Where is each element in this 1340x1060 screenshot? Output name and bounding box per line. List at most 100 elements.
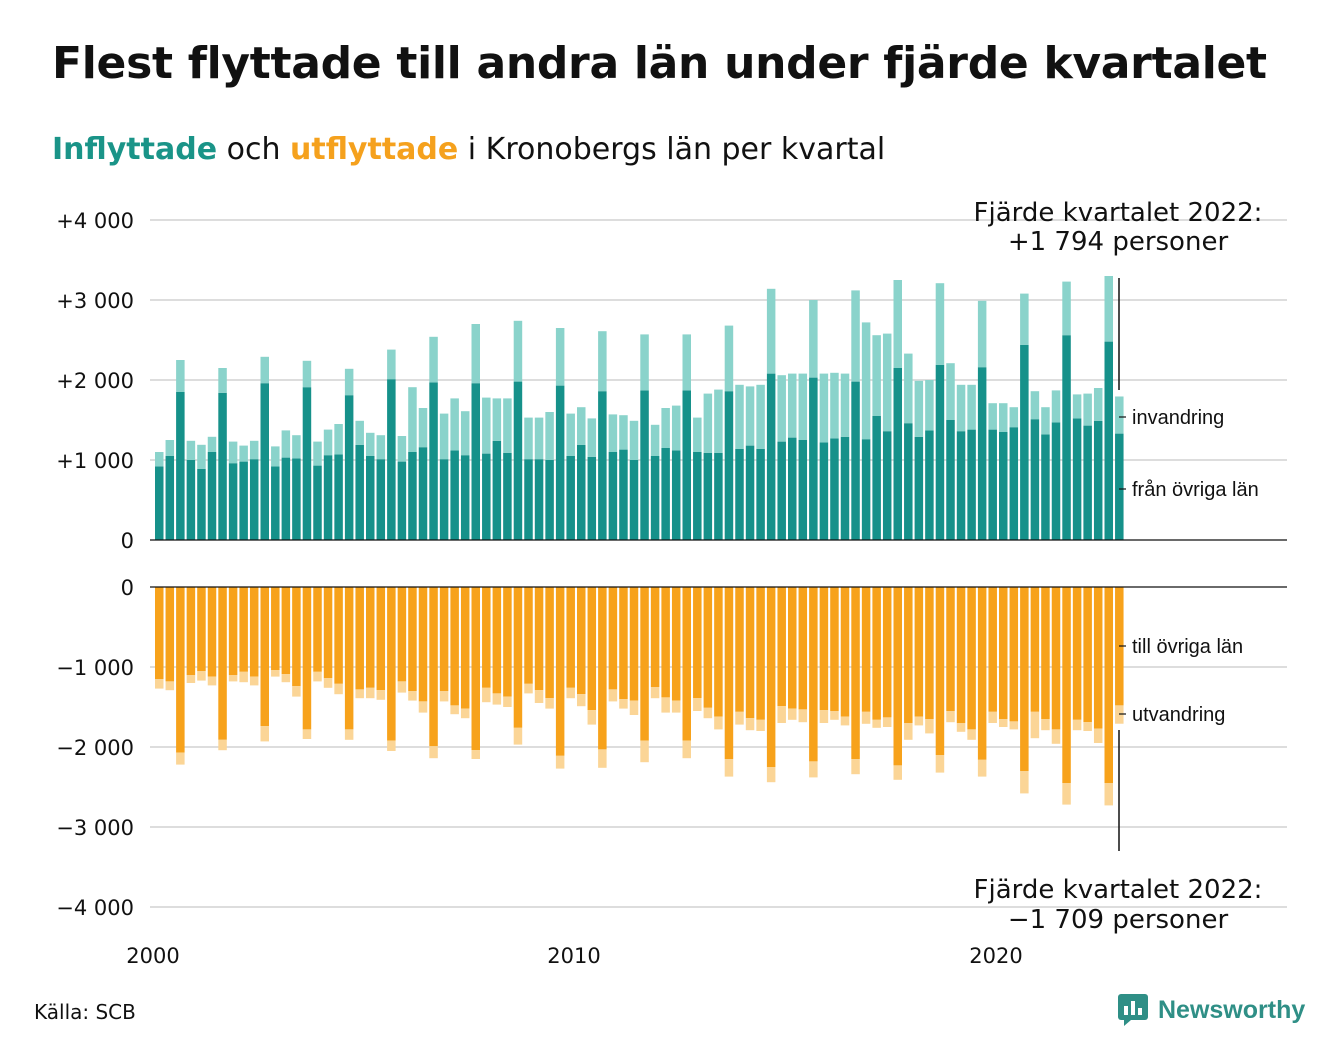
bar-in-immigration [650,424,660,456]
bar-in-domestic [946,420,955,540]
bar-out-domestic [397,587,407,682]
bar-in-domestic [714,452,723,540]
bar-in-domestic [745,445,755,540]
subtitle-rest: i Kronobergs län per kvartal [458,132,886,167]
bar-out-domestic [439,587,449,691]
bar-in-immigration [682,334,691,391]
bar-out-domestic [1083,587,1092,723]
bar-out-emigration [882,717,892,727]
x-tick-label: 2000 [126,944,179,968]
annotation-top-line2: +1 794 personer [1008,227,1229,257]
bar-out-domestic [861,587,871,712]
bar-in-domestic [967,429,976,540]
bar-out-domestic [619,587,628,699]
y-tick-label: +4 000 [56,209,134,233]
grid-lines [150,219,1287,908]
bar-out-emigration [155,679,164,689]
bar-in-domestic [893,368,902,540]
bar-out-domestic [197,587,206,671]
bar-in-immigration [914,380,924,437]
bar-out-domestic [999,587,1008,719]
bar-in-immigration [366,432,375,456]
bar-in-domestic [429,382,438,540]
bar-out-domestic [524,587,533,684]
bar-out-domestic [745,587,755,719]
bar-out-emigration [650,687,660,699]
bar-in-domestic [608,452,618,540]
bar-in-immigration [524,417,533,460]
bar-out-emigration [661,697,670,713]
bar-in-domestic [788,437,797,540]
bar-out-emigration [503,696,512,707]
bar-out-domestic [260,587,269,727]
bar-in-immigration [429,336,438,383]
bar-in-immigration [577,407,586,445]
bar-in-immigration [1104,276,1113,342]
bar-out-emigration [967,729,976,740]
bar-in-domestic [207,452,217,540]
bar-out-domestic [671,587,681,701]
bar-out-emigration [387,740,396,751]
bar-out-domestic [545,587,554,699]
subtitle-inflyttade: Inflyttade [52,132,218,167]
bar-out-emigration [1072,719,1082,731]
bar-out-domestic [640,587,649,741]
bar-in-immigration [302,360,312,388]
bar-in-domestic [1009,427,1019,540]
bar-in-domestic [492,440,502,540]
y-tick-label: −2 000 [56,736,134,760]
x-tick-label: 2010 [547,944,600,968]
subtitle-utflyttade: utflyttade [290,132,459,167]
bar-out-domestic [735,587,744,712]
bar-out-emigration [693,698,702,711]
bar-in-domestic [460,455,470,540]
bar-in-immigration [397,436,407,462]
annotation-top-line1: Fjärde kvartalet 2022: [974,198,1263,228]
bar-out-domestic [482,587,491,688]
bar-out-domestic [323,587,333,679]
bar-out-emigration [492,693,502,705]
bar-in-immigration [534,417,544,460]
bar-out-emigration [999,719,1008,727]
bar-in-domestic [756,448,765,540]
bar-out-emigration [249,676,259,686]
bar-in-domestic [471,383,480,540]
bar-in-domestic [925,430,934,540]
bar-in-domestic [619,449,628,540]
bar-in-immigration [967,384,976,430]
bar-in-immigration [809,300,818,378]
bar-in-immigration [777,375,786,442]
bar-in-domestic [1041,434,1050,540]
bar-in-domestic [397,461,407,540]
bar-in-domestic [882,431,892,540]
bar-in-domestic [176,392,185,540]
bar-out-emigration [861,711,871,724]
bar-in-immigration [935,283,945,365]
bar-in-domestic [387,379,396,540]
bar-in-domestic [1072,418,1082,540]
bar-in-domestic [1104,341,1113,540]
bar-in-domestic [1083,425,1092,540]
bar-out-domestic [1062,587,1071,783]
bar-in-immigration [1093,388,1103,421]
bar-out-domestic [946,587,955,711]
annotation-bottom-line2: −1 709 personer [1008,905,1229,935]
bar-in-immigration [1009,407,1019,428]
bar-in-immigration [1051,390,1061,423]
bar-in-domestic [999,432,1008,540]
bar-out-domestic [724,587,734,759]
bar-in-immigration [766,288,776,374]
bar-out-emigration [344,729,354,740]
bar-in-domestic [640,390,649,540]
bar-out-emigration [176,752,185,765]
bar-out-domestic [819,587,829,711]
bar-out-emigration [756,719,765,731]
bar-in-immigration [482,397,491,454]
bar-out-domestic [935,587,945,755]
bar-in-immigration [988,403,997,430]
bar-in-domestic [355,444,364,540]
bar-in-immigration [207,436,217,452]
newsworthy-logo-icon [1118,994,1148,1026]
bar-in-immigration [545,412,554,460]
bar-in-domestic [703,452,713,540]
